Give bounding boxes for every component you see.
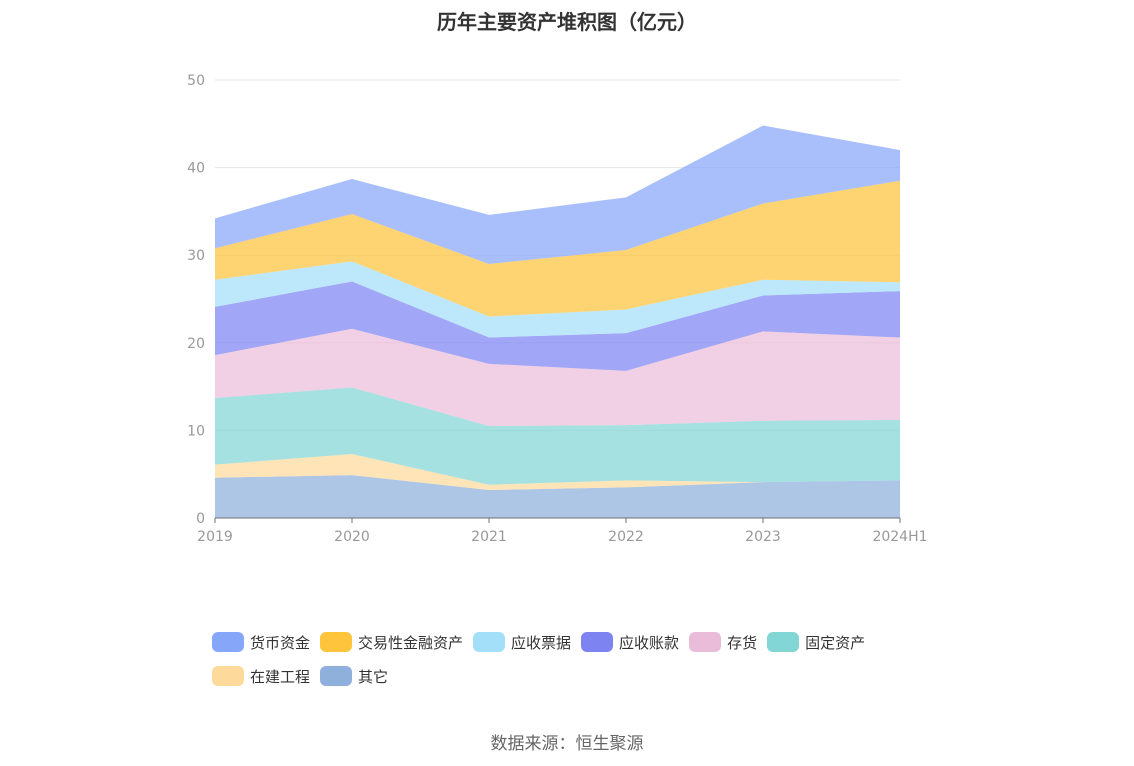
legend-label: 在建工程 [250,667,311,686]
chart-title: 历年主要资产堆积图（亿元） [437,10,697,34]
legend-swatch [212,666,244,686]
legend: 货币资金 交易性金融资产 应收票据 应收账款 存货 固定资产在建工程 其它 [212,630,942,698]
source-note: 数据来源：恒生聚源 [490,734,644,754]
y-tick-label: 50 [187,73,205,89]
series-areas [215,125,900,518]
legend-item[interactable]: 交易性金融资产 [320,630,463,654]
legend-label: 交易性金融资产 [358,633,464,652]
legend-label: 存货 [727,633,758,652]
y-tick-label: 20 [187,336,205,352]
x-tick-label: 2020 [334,529,370,545]
legend-item[interactable]: 货币资金 [212,630,310,654]
legend-label: 固定资产 [805,633,866,652]
legend-swatch [473,632,506,652]
area-series-在建工程 [215,454,900,490]
legend-item[interactable]: 存货 [689,630,757,654]
x-tick-label: 2021 [471,529,507,545]
legend-label: 应收票据 [511,633,572,652]
legend-item[interactable]: 其它 [320,664,388,688]
x-tick-label: 2019 [197,529,233,545]
legend-item[interactable]: 在建工程 [212,664,310,688]
legend-label: 货币资金 [250,633,311,652]
legend-swatch [581,632,614,652]
legend-swatch [212,632,244,652]
y-tick-label: 40 [187,161,205,177]
y-tick-label: 30 [187,248,205,264]
legend-swatch [689,632,722,652]
legend-label: 其它 [358,667,389,686]
legend-swatch [320,632,353,652]
y-tick-label: 10 [187,423,205,439]
legend-swatch [767,632,800,652]
area-series-应收票据 [215,261,900,338]
area-series-其它 [215,475,900,518]
x-tick-label: 2024H1 [872,529,927,545]
area-series-固定资产 [215,387,900,485]
x-tick-label: 2022 [608,529,644,545]
x-tick-label: 2023 [745,529,781,545]
y-tick-label: 0 [196,511,205,527]
area-series-存货 [215,328,900,427]
legend-label: 应收账款 [619,633,680,652]
area-series-应收账款 [215,281,900,371]
area-series-交易性金融资产 [215,180,900,317]
axes: 0 10 20 30 40 50 2019 2020 2021 2022 2023 2024H1 [187,73,927,545]
legend-item[interactable]: 应收票据 [473,630,571,654]
legend-item[interactable]: 应收账款 [581,630,679,654]
area-series-货币资金 [215,125,900,264]
legend-swatch [320,666,353,686]
stacked-area-chart: 0 10 20 30 40 50 2019 2020 2021 2022 2023 2024H1 [187,73,927,545]
legend-item[interactable]: 固定资产 [767,630,865,654]
